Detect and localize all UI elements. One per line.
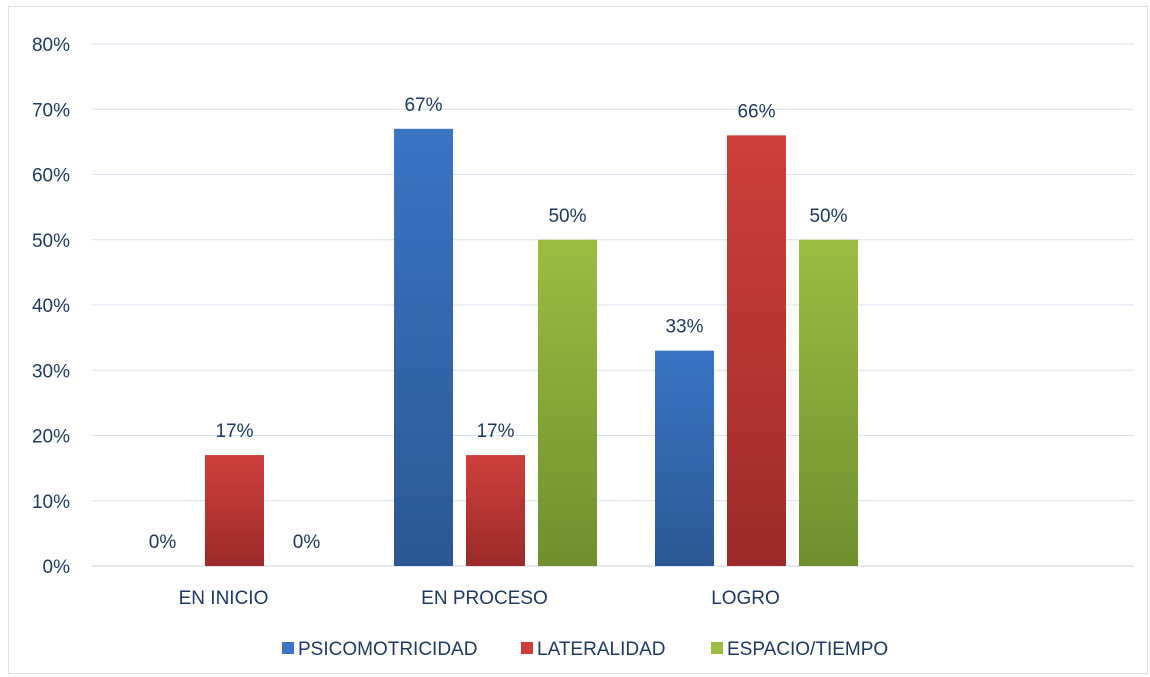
legend-label-lateralidad: LATERALIDAD — [537, 639, 665, 660]
data-label-espacio-tiempo-logro: 50% — [809, 206, 847, 227]
data-label-psicomotricidad-logro: 33% — [665, 317, 703, 338]
data-label-espacio-tiempo-en-inicio: 0% — [293, 532, 321, 553]
legend: PSICOMOTRICIDAD LATERALIDAD ESPACIO/TIEMPO — [282, 639, 888, 660]
legend-swatch-psicomotricidad — [282, 642, 294, 654]
legend-label-psicomotricidad: PSICOMOTRICIDAD — [298, 639, 477, 660]
bar-psicomotricidad-logro — [655, 350, 714, 566]
y-tick-label: 40% — [32, 296, 70, 317]
y-axis-ticks: 0% 10% 20% 30% 40% 50% 60% 70% 80% — [32, 35, 70, 578]
bar-lateralidad-en-proceso — [466, 455, 525, 566]
bar-espacio-tiempo-logro — [799, 239, 858, 566]
y-tick-label: 10% — [32, 492, 70, 513]
y-tick-label: 0% — [43, 557, 71, 578]
y-tick-label: 20% — [32, 427, 70, 448]
data-label-lateralidad-en-inicio: 17% — [215, 421, 253, 442]
gridlines — [92, 43, 1134, 567]
data-label-lateralidad-logro: 66% — [737, 101, 775, 122]
legend-label-espacio-tiempo: ESPACIO/TIEMPO — [727, 639, 888, 660]
y-tick-label: 60% — [32, 166, 70, 187]
bar-lateralidad-logro — [727, 135, 786, 566]
data-label-psicomotricidad-en-proceso: 67% — [404, 95, 442, 116]
data-label-lateralidad-en-proceso: 17% — [476, 421, 514, 442]
bar-psicomotricidad-en-proceso — [394, 128, 453, 566]
x-category-en-proceso: EN PROCESO — [421, 588, 548, 609]
x-axis-categories: EN INICIO EN PROCESO LOGRO — [179, 588, 780, 609]
x-category-logro: LOGRO — [711, 588, 780, 609]
legend-swatch-espacio-tiempo — [711, 642, 723, 654]
y-tick-label: 70% — [32, 100, 70, 121]
y-tick-label: 30% — [32, 361, 70, 382]
bar-lateralidad-en-inicio — [205, 455, 264, 566]
y-tick-label: 50% — [32, 231, 70, 252]
bar-espacio-tiempo-en-proceso — [538, 239, 597, 566]
bars — [205, 128, 858, 566]
legend-swatch-lateralidad — [521, 642, 533, 654]
data-label-espacio-tiempo-en-proceso: 50% — [548, 206, 586, 227]
data-label-psicomotricidad-en-inicio: 0% — [149, 532, 177, 553]
x-category-en-inicio: EN INICIO — [179, 588, 269, 609]
y-tick-label: 80% — [32, 35, 70, 56]
data-labels: 0% 17% 0% 67% 17% 50% 33% 66% 50% — [149, 95, 848, 553]
